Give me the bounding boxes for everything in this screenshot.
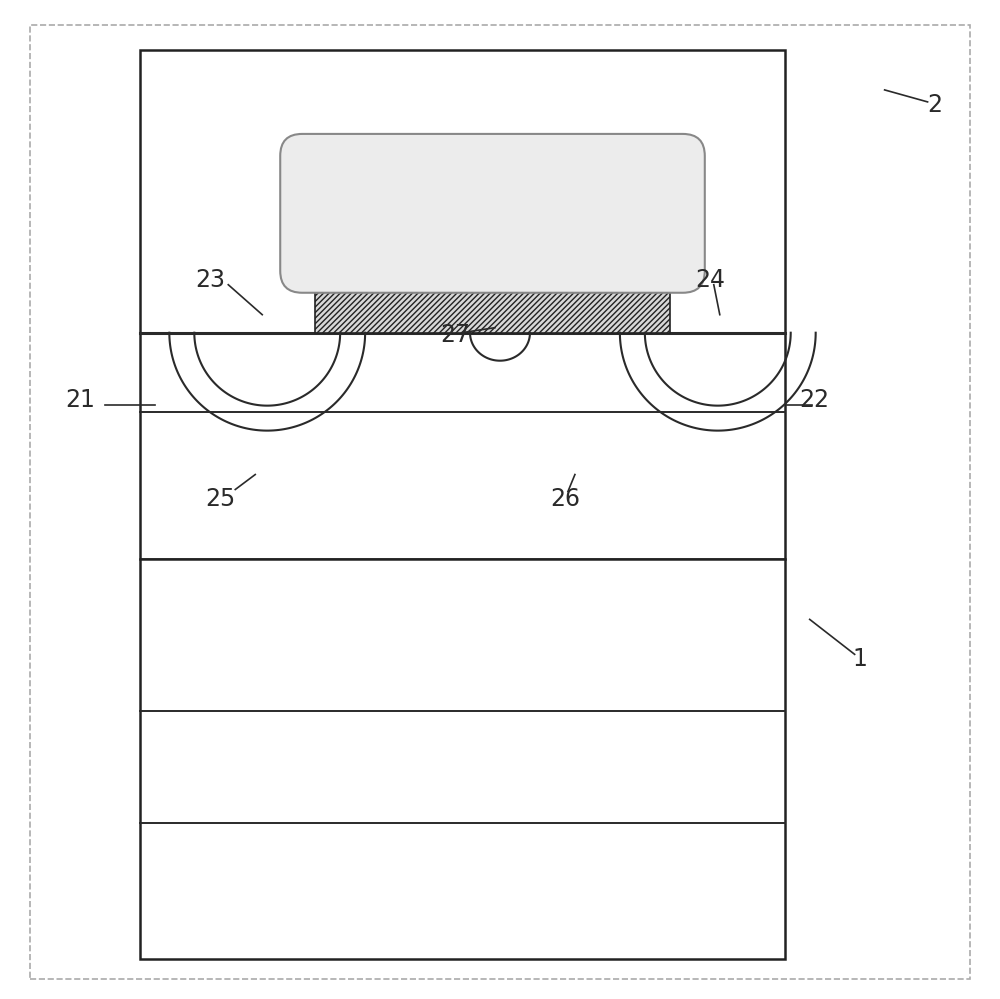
Text: 1: 1 bbox=[852, 647, 867, 671]
Text: 26: 26 bbox=[550, 488, 580, 511]
Text: 25: 25 bbox=[205, 488, 235, 511]
Bar bbox=[140, 559, 785, 959]
Text: 22: 22 bbox=[800, 388, 830, 412]
Text: 2: 2 bbox=[927, 93, 942, 117]
Text: 24: 24 bbox=[695, 268, 725, 292]
FancyBboxPatch shape bbox=[280, 134, 705, 293]
Bar bbox=[315, 271, 670, 333]
Bar bbox=[140, 50, 785, 559]
Text: 27: 27 bbox=[440, 323, 470, 347]
Text: 21: 21 bbox=[65, 388, 95, 412]
Text: 23: 23 bbox=[195, 268, 225, 292]
